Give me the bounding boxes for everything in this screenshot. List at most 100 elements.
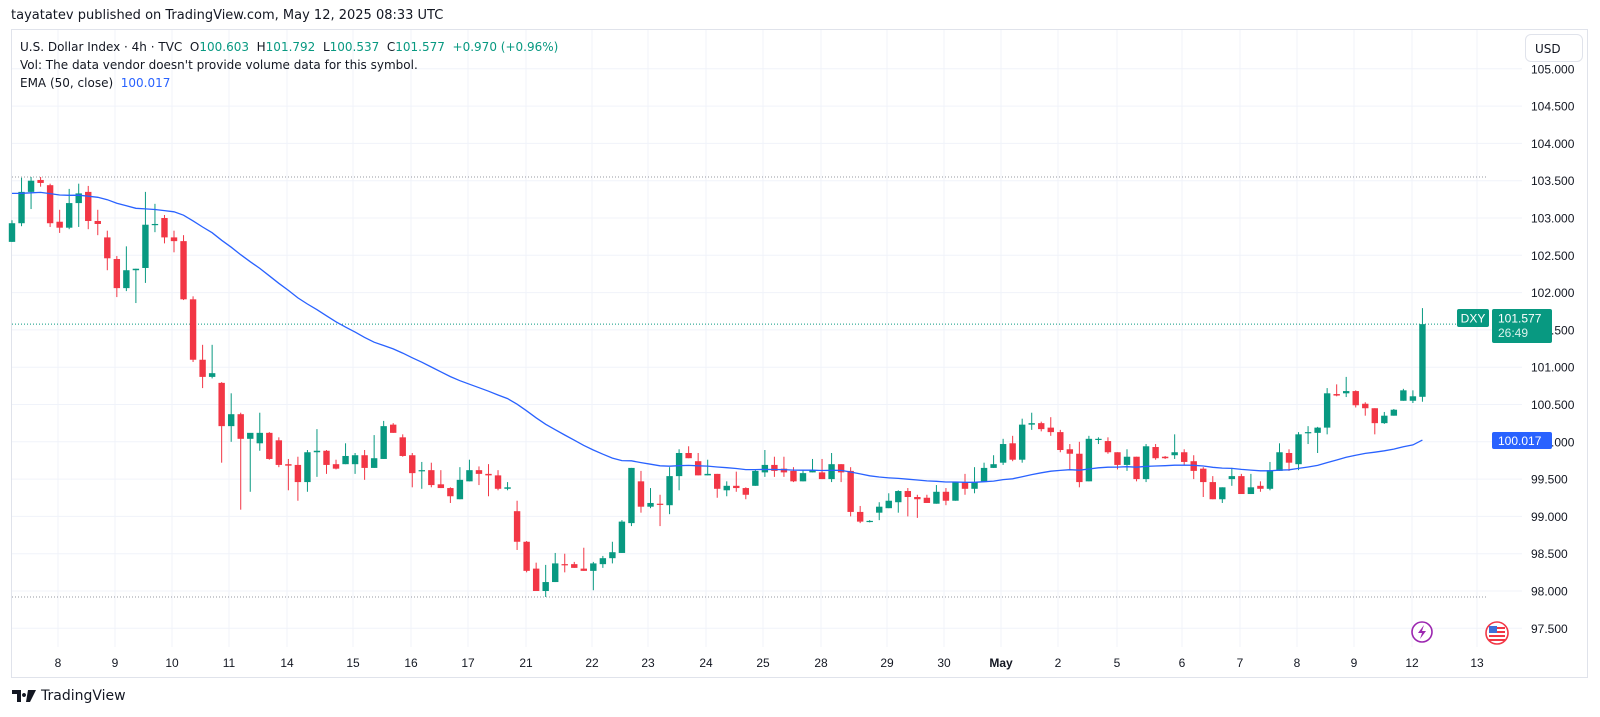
candle[interactable]: [1333, 384, 1340, 397]
candle[interactable]: [1257, 481, 1264, 492]
candle[interactable]: [1123, 449, 1131, 471]
candle[interactable]: [1171, 434, 1178, 459]
tradingview-logo[interactable]: TradingView: [12, 688, 126, 704]
candle[interactable]: [1047, 417, 1054, 436]
candle[interactable]: [285, 458, 292, 491]
candle[interactable]: [351, 452, 359, 474]
candle[interactable]: [1266, 461, 1274, 491]
candle[interactable]: [723, 481, 730, 497]
candle[interactable]: [1200, 467, 1207, 498]
candle[interactable]: [247, 432, 254, 492]
candle[interactable]: [1371, 408, 1378, 435]
candle[interactable]: [323, 450, 330, 474]
candle[interactable]: [856, 505, 864, 524]
candle[interactable]: [933, 485, 940, 504]
candle[interactable]: [1018, 418, 1026, 463]
candle[interactable]: [1304, 426, 1312, 445]
candle[interactable]: [780, 456, 788, 477]
candle[interactable]: [494, 470, 502, 491]
candle[interactable]: [218, 382, 225, 463]
currency-button[interactable]: USD: [1525, 34, 1583, 62]
candle[interactable]: [847, 467, 854, 517]
candle[interactable]: [714, 473, 721, 498]
candle[interactable]: [999, 438, 1007, 465]
candle[interactable]: [837, 464, 845, 483]
candle[interactable]: [1343, 376, 1350, 398]
legend-volume-row[interactable]: Vol: The data vendor doesn't provide vol…: [20, 58, 418, 72]
candle[interactable]: [876, 502, 883, 521]
candle[interactable]: [675, 449, 683, 491]
candle[interactable]: [1028, 412, 1035, 430]
candle[interactable]: [904, 488, 912, 517]
time-axis[interactable]: 8 9 10 11 14 15 16 17 21 22 23 24 25 28 29 30 May 2 5 6 7 8 9 1…: [55, 656, 1484, 670]
candle[interactable]: [361, 450, 368, 480]
candle[interactable]: [1190, 455, 1197, 480]
candle[interactable]: [94, 209, 101, 236]
candle[interactable]: [227, 393, 235, 442]
candle[interactable]: [1247, 473, 1255, 495]
candle[interactable]: [1133, 456, 1140, 482]
candle[interactable]: [799, 470, 807, 482]
candle[interactable]: [313, 429, 321, 477]
candle[interactable]: [771, 456, 778, 477]
candle[interactable]: [161, 215, 168, 244]
candle[interactable]: [399, 434, 406, 457]
candle[interactable]: [571, 561, 578, 568]
candle[interactable]: [437, 470, 445, 489]
candle[interactable]: [1400, 388, 1407, 401]
candle[interactable]: [428, 462, 435, 488]
candle[interactable]: [113, 256, 121, 298]
candle[interactable]: [628, 467, 635, 527]
candle[interactable]: [342, 443, 349, 465]
candle[interactable]: [1009, 435, 1016, 462]
candle[interactable]: [256, 412, 263, 451]
us-flag-event-icon[interactable]: [1485, 621, 1509, 645]
candle[interactable]: [237, 412, 244, 510]
candle[interactable]: [485, 464, 492, 497]
candle[interactable]: [18, 177, 25, 227]
candle[interactable]: [513, 500, 521, 550]
candle[interactable]: [123, 246, 130, 292]
candle[interactable]: [752, 469, 759, 486]
candle[interactable]: [1419, 308, 1426, 402]
candle[interactable]: [180, 235, 187, 301]
candle[interactable]: [599, 555, 607, 568]
candle[interactable]: [828, 452, 835, 483]
candle[interactable]: [980, 462, 988, 483]
candle[interactable]: [590, 561, 597, 591]
candle[interactable]: [542, 564, 549, 597]
candle[interactable]: [1352, 390, 1359, 408]
candle[interactable]: [456, 467, 464, 500]
candle[interactable]: [866, 520, 873, 523]
candle[interactable]: [1323, 388, 1331, 435]
candle[interactable]: [1085, 435, 1093, 482]
lightning-event-icon[interactable]: [1411, 621, 1433, 643]
candle[interactable]: [275, 437, 283, 468]
candle[interactable]: [885, 493, 892, 509]
candle[interactable]: [151, 203, 159, 233]
candle[interactable]: [637, 470, 645, 513]
candle[interactable]: [1057, 429, 1064, 453]
candle[interactable]: [104, 230, 111, 271]
candle[interactable]: [1276, 443, 1283, 471]
candle[interactable]: [1104, 437, 1112, 454]
candle[interactable]: [1238, 473, 1245, 495]
candle[interactable]: [208, 344, 216, 379]
candle[interactable]: [56, 209, 63, 233]
legend-ema-row[interactable]: EMA (50, close) 100.017: [20, 74, 558, 92]
candle[interactable]: [685, 446, 692, 459]
candle[interactable]: [1314, 426, 1321, 453]
candle[interactable]: [609, 541, 616, 564]
candle[interactable]: [504, 482, 511, 491]
candle[interactable]: [475, 466, 483, 486]
candle[interactable]: [37, 176, 44, 187]
candle[interactable]: [418, 461, 425, 489]
candle[interactable]: [1038, 421, 1045, 432]
price-axis[interactable]: 97.50098.00098.50099.00099.500100.000100…: [1531, 62, 1575, 636]
candle[interactable]: [1209, 476, 1216, 500]
candle[interactable]: [1295, 432, 1302, 471]
candle[interactable]: [761, 450, 769, 477]
candle[interactable]: [656, 494, 664, 527]
legend-symbol[interactable]: U.S. Dollar Index · 4h · TVC: [20, 40, 183, 54]
